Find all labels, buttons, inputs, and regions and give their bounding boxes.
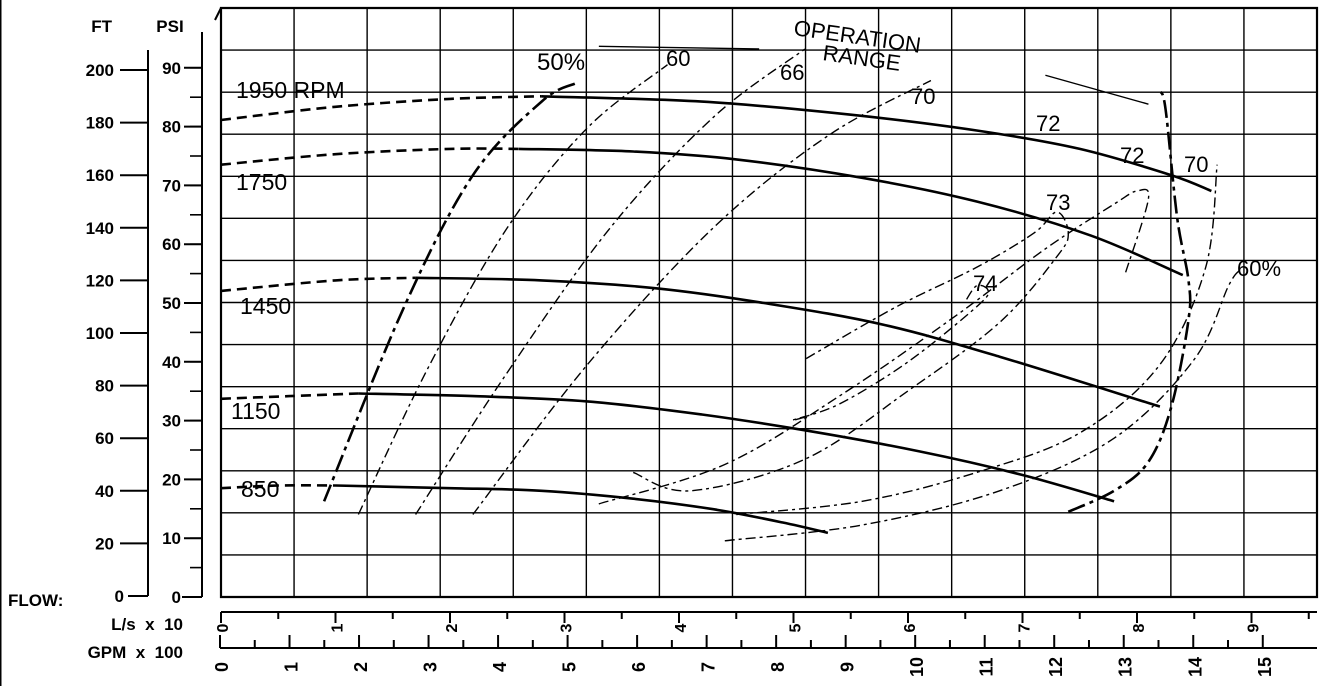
flow-ls-tick-label: 4: [673, 623, 690, 632]
ft-axis-label: FT: [91, 17, 112, 36]
speed-curve: [335, 484, 829, 535]
efficiency-curve: [724, 269, 1241, 542]
psi-axis-label: PSI: [156, 17, 183, 36]
flow-ls-axis: FLOW: L/s x 10 0 1 2 3 4 5 6 7 8 9: [8, 591, 1317, 634]
ft-tick-label: 180: [86, 114, 114, 133]
speed-curves: 1950 RPM 1750 1450 1150 850: [220, 77, 1212, 535]
psi-tick-label: 20: [162, 470, 181, 489]
ft-tick-label: 80: [95, 377, 114, 396]
flow-gpm-tick-label: 3: [421, 662, 441, 672]
psi-axis: PSI 0 10 20 30 40 50 60 70 80 90: [156, 17, 203, 607]
flow-gpm-tick-label: 2: [351, 662, 371, 672]
flow-ls-tick-label: 9: [1246, 623, 1263, 632]
flow-ls-tick-label: 2: [444, 623, 461, 632]
psi-tick-label: 10: [162, 529, 181, 548]
efficiency-curve-label: 73: [1046, 190, 1070, 215]
speed-curve-shutoff: [220, 392, 359, 401]
ft-tick-label: 200: [86, 61, 114, 80]
efficiency-curve: [322, 81, 577, 502]
psi-tick-label: 0: [172, 588, 181, 607]
speed-curve-label: 850: [241, 476, 279, 502]
speed-curve-shutoff: [220, 95, 542, 122]
psi-tick-label: 30: [162, 412, 181, 431]
flow-gpm-tick-label: 5: [560, 662, 580, 672]
efficiency-curve-label: 74: [973, 271, 997, 296]
speed-curve-label: 1750: [236, 169, 287, 195]
flow-gpm-axis: GPM x 100 0 1 2 3 4 5 6 7 8 9 10 11 12 13 14 15: [88, 635, 1317, 677]
flow-ls-tick-label: 8: [1131, 623, 1148, 632]
ft-tick-label: 100: [86, 324, 114, 343]
efficiency-curve-label: 66: [780, 60, 804, 85]
flow-ls-tick-label: 3: [559, 623, 576, 632]
speed-curve-shutoff: [220, 147, 519, 166]
flow-gpm-tick-label: 13: [1116, 657, 1136, 677]
speed-curve: [415, 276, 1161, 408]
efficiency-curve: [357, 64, 668, 515]
psi-tick-label: 90: [162, 59, 181, 78]
efficiency-curve-label: 60%: [1237, 256, 1281, 281]
operation-range: OPERATION RANGE: [598, 15, 1192, 513]
flow-gpm-tick-label: 12: [1046, 657, 1066, 677]
operation-range-marker: [1045, 74, 1149, 105]
flow-gpm-tick-label: 15: [1255, 657, 1275, 677]
ft-axis: FT 0 20 40 60 80 100 120 140 160 180 200: [86, 17, 149, 606]
grid: [221, 8, 1317, 597]
speed-curve-label: 1450: [240, 293, 291, 319]
psi-tick-label: 70: [162, 176, 181, 195]
speed-curve-shutoff: [220, 484, 336, 490]
ft-tick-label: 140: [86, 219, 114, 238]
speed-curve: [518, 147, 1184, 277]
efficiency-curve-label: 70: [1184, 152, 1208, 177]
psi-tick-label: 60: [162, 235, 181, 254]
flow-gpm-tick-label: 8: [768, 662, 788, 672]
operation-range-marker: [598, 45, 760, 50]
psi-tick-label: 50: [162, 294, 181, 313]
corner-mark: [214, 7, 222, 21]
flow-gpm-tick-label: 7: [699, 662, 719, 672]
ft-tick-label: 20: [95, 534, 114, 553]
flow-ls-tick-label: 1: [330, 623, 347, 632]
flow-ls-axis-label: L/s x 10: [111, 615, 183, 634]
flow-gpm-tick-label: 6: [629, 662, 649, 672]
efficiency-curve: [472, 79, 932, 515]
flow-gpm-axis-label: GPM x 100: [88, 643, 183, 662]
flow-gpm-tick-label: 10: [907, 657, 927, 677]
flow-gpm-tick-label: 14: [1185, 657, 1205, 677]
flow-gpm-tick-label: 1: [282, 662, 302, 672]
flow-ls-tick-label: 5: [788, 623, 805, 632]
operation-range-boundary: [1067, 90, 1192, 513]
speed-curve-shutoff: [220, 276, 416, 293]
speed-curve: [358, 392, 1115, 503]
flow-gpm-tick-label: 11: [977, 657, 997, 676]
psi-tick-label: 40: [162, 353, 181, 372]
efficiency-curve: [632, 211, 1070, 492]
ft-tick-label: 40: [95, 482, 114, 501]
efficiency-curve-label: 50%: [537, 49, 585, 76]
flow-prefix-label: FLOW:: [8, 591, 63, 610]
ft-tick-label: 60: [95, 429, 114, 448]
ft-tick-label: 120: [86, 271, 114, 290]
flow-ls-tick-label: 7: [1017, 623, 1034, 632]
efficiency-curve: [791, 284, 989, 422]
ft-tick-label: 0: [115, 587, 124, 606]
ft-tick-label: 160: [86, 166, 114, 185]
efficiency-curve-label: 60: [666, 46, 690, 71]
speed-curve-label: 1150: [231, 398, 280, 424]
efficiency-curve: [598, 188, 1150, 505]
flow-gpm-tick-label: 9: [838, 662, 858, 672]
efficiency-curve-label: 70: [911, 84, 935, 109]
psi-tick-label: 80: [162, 118, 181, 137]
flow-gpm-tick-label: 4: [490, 662, 510, 672]
flow-gpm-tick-label: 0: [212, 662, 232, 672]
efficiency-curve: [736, 164, 1218, 516]
flow-ls-tick-label: 6: [902, 623, 919, 632]
efficiency-curve-label: 72: [1036, 111, 1060, 136]
speed-curve-label: 1950 RPM: [236, 77, 345, 103]
plot-border: [219, 6, 1319, 599]
flow-ls-tick-label: 0: [215, 623, 232, 632]
speed-curve: [541, 95, 1212, 193]
